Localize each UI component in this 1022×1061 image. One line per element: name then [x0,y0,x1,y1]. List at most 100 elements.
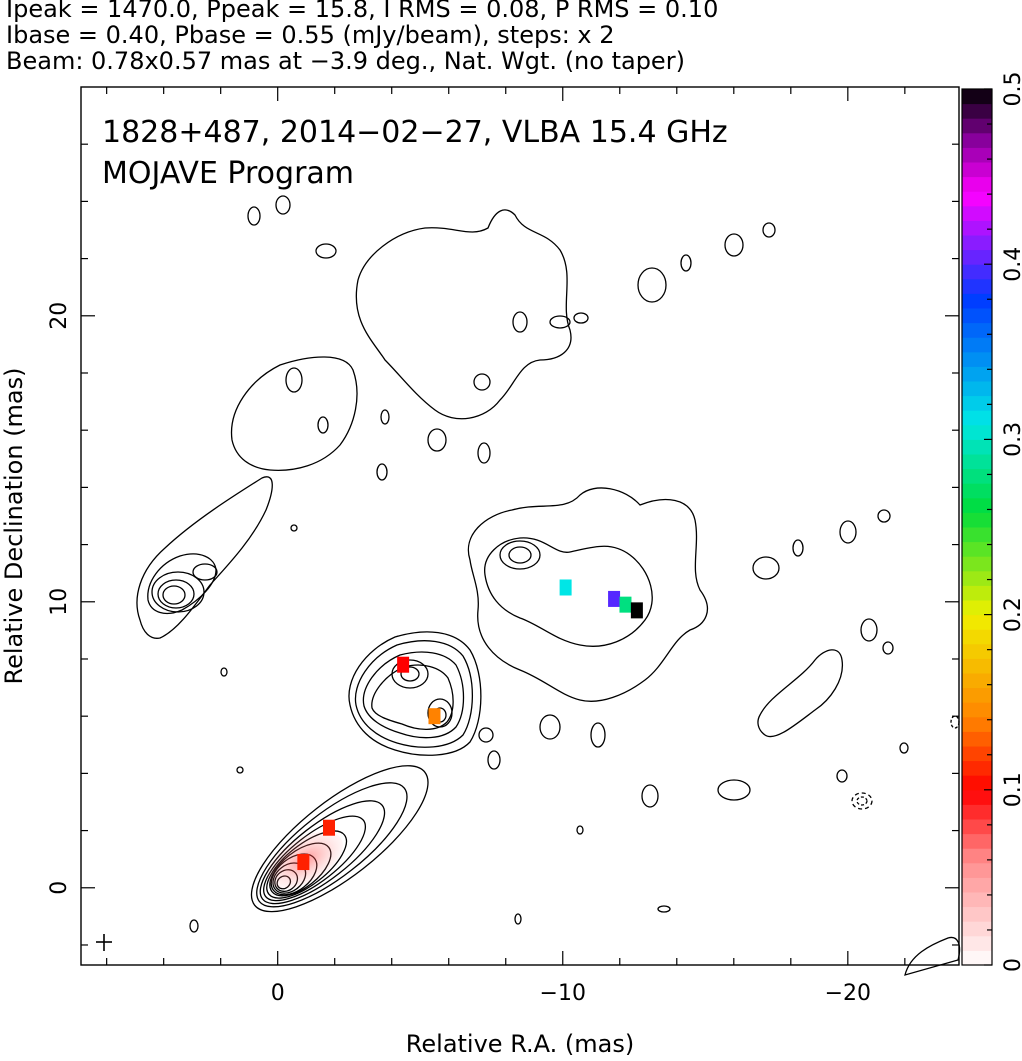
colorbar-cell [962,176,992,192]
halo-contour [757,649,843,738]
colorbar-cell [962,570,992,586]
small-contour [427,428,447,452]
small-contour [317,416,329,434]
colorbar-cell [962,439,992,455]
polarization-patch [619,596,632,613]
x-tick-label: 0 [271,981,285,1006]
colorbar-cell [962,556,992,572]
colorbar-cell [962,468,992,484]
knot-contour [371,664,454,731]
colorbar-cell [962,103,992,119]
polarization-patch [428,708,441,725]
colorbar-cell [962,162,992,178]
colorbar-cell [962,512,992,528]
colorbar-axis: 0 0.1 0.2 0.3 0.4 0.5 [984,72,1022,972]
knot-contour [391,659,429,689]
small-contour [836,769,848,783]
lobe-contour [151,571,205,613]
small-contour [657,905,671,913]
colorbar-cell [962,220,992,236]
colorbar-cell [962,410,992,426]
small-contour [573,312,589,324]
knot-contours [348,631,482,756]
colorbar-cell [962,775,992,791]
colorbar-cell [962,848,992,864]
colorbar-cell [962,702,992,718]
halo-contour [230,356,358,471]
colorbar-cell [962,906,992,922]
beam-marker [96,934,112,951]
small-contour [637,267,667,303]
lobe-contour [136,476,273,639]
polarization-layer [297,579,643,871]
colorbar-tick-label: 0.1 [1001,772,1022,807]
colorbar-cell [962,483,992,499]
colorbar-cell [962,585,992,601]
colorbar-cell [962,921,992,937]
colorbar-tick-label: 0 [1001,958,1022,972]
colorbar-cell [962,877,992,893]
colorbar-cell [962,673,992,689]
colorbar-cell [962,351,992,367]
knot-contour [427,698,453,728]
small-contour [275,195,291,215]
colorbar-cell [962,395,992,411]
colorbar-cell [962,454,992,470]
colorbar-tick-label: 0.4 [1001,247,1022,282]
small-contour [752,556,780,580]
halo-contour [484,537,653,647]
colorbar-cell [962,527,992,543]
lobe-contour [157,579,195,609]
small-contour [220,667,228,677]
core-contour [259,800,386,905]
colorbar-cell [962,278,992,294]
colorbar-cell [962,89,992,105]
colorbar-cell [962,541,992,557]
colorbar [962,89,992,966]
colorbar-cell [962,600,992,616]
polarization-patch [397,656,410,673]
polarization-patch [630,602,643,619]
colorbar-cell [962,191,992,207]
polarization-patch [323,819,336,836]
lobe-contour [162,585,186,605]
y-tick-label: 0 [47,881,72,895]
colorbar-cell [962,862,992,878]
small-contour [477,442,491,464]
x-tick-label: −10 [540,981,586,1006]
small-contour [762,222,776,238]
small-contour [899,742,909,754]
small-contour [680,254,692,272]
knot-contour [354,640,474,748]
small-contour [247,206,261,226]
colorbar-cell [962,205,992,221]
small-contour [877,509,891,523]
polarization-patch [559,579,572,596]
colorbar-cell [962,118,992,134]
colorbar-cell [962,235,992,251]
small-contour [376,463,388,481]
small-contour [473,373,491,391]
colorbar-cell [962,132,992,148]
small-contour [590,722,606,748]
y-tick-label: 20 [47,302,72,330]
colorbar-cell [962,497,992,513]
small-contour [514,913,522,925]
colorbar-cell [962,322,992,338]
x-tick-label: −20 [825,981,871,1006]
small-contour [860,618,878,642]
small-contour [950,715,960,729]
colorbar-cell [962,804,992,820]
header-line-beam: Beam: 0.78x0.57 mas at −3.9 deg., Nat. W… [6,47,685,75]
x-axis-label: Relative R.A. (mas) [406,1030,634,1058]
isolated-contours [189,195,960,933]
colorbar-cell [962,264,992,280]
small-contour [839,520,857,544]
knot-contour [362,651,465,739]
small-contour [792,539,804,557]
small-contour [576,825,584,835]
small-contour [882,641,894,655]
small-contour [290,524,298,532]
header-line-base: Ibase = 0.40, Pbase = 0.55 (mJy/beam), s… [6,21,615,49]
halo-contour [508,546,532,564]
